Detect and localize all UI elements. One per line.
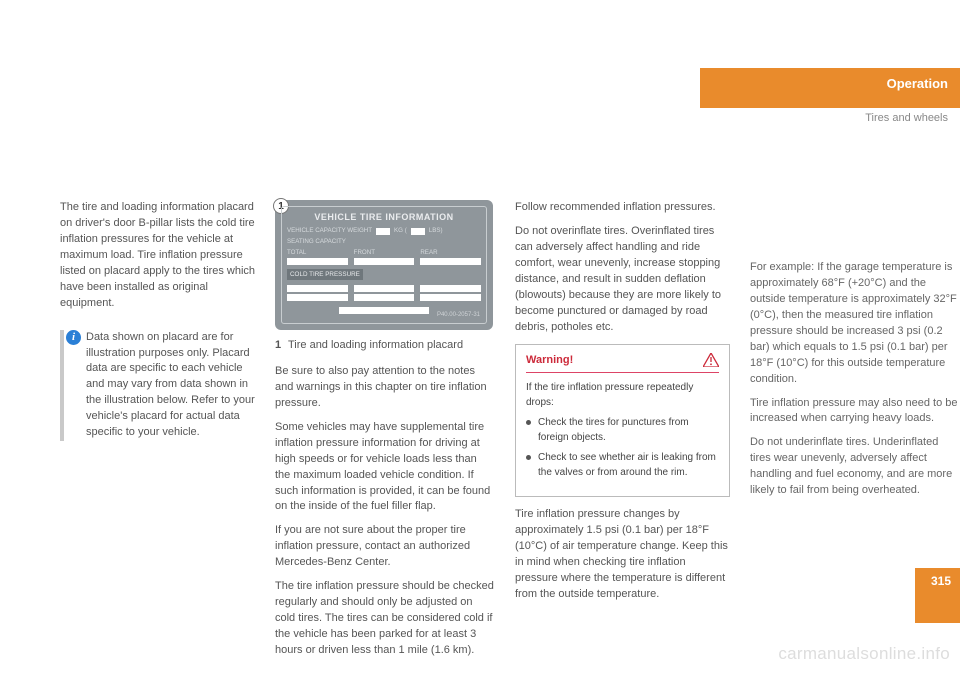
- col2-p1: Be sure to also pay attention to the not…: [275, 364, 495, 412]
- column-4: For example: If the garage temperature i…: [750, 260, 960, 507]
- info-note: Data shown on placard are for illustrati…: [60, 330, 260, 442]
- placard-blank: [287, 285, 348, 292]
- col2-p4: The tire inflation pressure should be ch…: [275, 579, 495, 659]
- page-number-tab: 315: [915, 568, 960, 623]
- placard-ref: P40.00-2057-31: [437, 311, 480, 320]
- col3-p1: Follow recommended inflation pressures.: [515, 200, 730, 216]
- col4-p3: Do not underinflate tires. Underinflated…: [750, 435, 960, 499]
- placard-blank: [354, 285, 415, 292]
- page-number: 315: [931, 574, 951, 588]
- warning-bullet: Check to see whether air is leaking from…: [526, 451, 719, 480]
- tire-info-placard: 1 VEHICLE TIRE INFORMATION VEHICLE CAPAC…: [275, 200, 493, 330]
- placard-blank: [376, 228, 390, 235]
- col4-p1: For example: If the garage temperature i…: [750, 260, 960, 388]
- placard-seating-row: TOTAL FRONT REAR: [287, 249, 481, 265]
- col1-intro: The tire and loading information placard…: [60, 200, 260, 312]
- col3-p3: Tire inflation pressure changes by appro…: [515, 507, 730, 603]
- placard-caption: 1 Tire and loading information placard: [275, 338, 495, 354]
- placard-front-label: FRONT: [354, 249, 415, 258]
- placard-title: VEHICLE TIRE INFORMATION: [287, 211, 481, 224]
- placard-blank: [420, 285, 481, 292]
- column-2: 1 VEHICLE TIRE INFORMATION VEHICLE CAPAC…: [275, 200, 495, 667]
- page-content: The tire and loading information placard…: [60, 50, 900, 630]
- warning-triangle-icon: [703, 353, 719, 367]
- watermark: carmanualsonline.info: [778, 644, 950, 664]
- placard-blank: [339, 307, 429, 314]
- placard-lbs: LBS): [429, 227, 443, 236]
- placard-total-label: TOTAL: [287, 249, 348, 258]
- col2-p3: If you are not sure about the proper tir…: [275, 523, 495, 571]
- placard-kg: KG (: [394, 227, 407, 236]
- placard-blank: [411, 228, 425, 235]
- warning-bullet: Check the tires for punctures from forei…: [526, 416, 719, 445]
- placard-inner: VEHICLE TIRE INFORMATION VEHICLE CAPACIT…: [281, 206, 487, 324]
- col3-p2: Do not overinflate tires. Overinflated t…: [515, 224, 730, 336]
- col2-p2: Some vehicles may have supplemental tire…: [275, 420, 495, 516]
- info-note-text: Data shown on placard are for illustrati…: [86, 330, 260, 442]
- placard-blank: [420, 258, 481, 265]
- warning-lead: If the tire inflation pressure repeatedl…: [526, 381, 719, 410]
- placard-blank: [354, 294, 415, 301]
- placard-cold-band: COLD TIRE PRESSURE: [287, 269, 363, 280]
- placard-pressure-row: [287, 285, 481, 292]
- placard-blank: [354, 258, 415, 265]
- warning-box: Warning! If the tire inflation pressure …: [515, 344, 730, 498]
- col4-p2: Tire inflation pressure may also need to…: [750, 396, 960, 428]
- placard-pressure-row: [287, 294, 481, 301]
- placard-seating-label: SEATING CAPACITY: [287, 238, 346, 247]
- caption-num: 1: [275, 339, 281, 351]
- caption-text: Tire and loading information placard: [288, 339, 463, 351]
- placard-blank: [420, 294, 481, 301]
- info-icon: [66, 330, 81, 345]
- column-3: Follow recommended inflation pressures. …: [515, 200, 730, 611]
- placard-blank: [287, 258, 348, 265]
- warning-title: Warning!: [526, 353, 573, 369]
- warning-header: Warning!: [526, 353, 719, 374]
- placard-blank: [287, 294, 348, 301]
- column-1: The tire and loading information placard…: [60, 200, 260, 449]
- placard-rear-label: REAR: [420, 249, 481, 258]
- placard-weight-label: VEHICLE CAPACITY WEIGHT: [287, 227, 372, 236]
